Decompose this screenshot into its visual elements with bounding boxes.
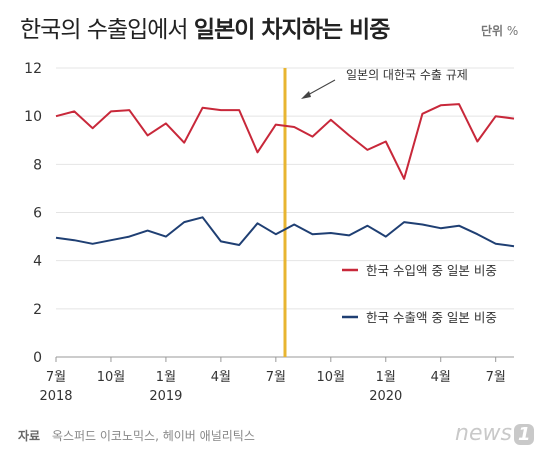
logo-badge: 1 <box>513 424 535 445</box>
event-marker: 일본의 대한국 수출 규제 <box>283 68 468 357</box>
logo-text: news <box>455 421 512 446</box>
y-tick-label: 10 <box>24 109 42 125</box>
source: 자료 옥스퍼드 이코노믹스, 헤이버 애널리틱스 <box>18 427 255 444</box>
y-tick-label: 8 <box>33 157 42 173</box>
news1-logo: news 1 <box>455 421 535 446</box>
series-lines <box>55 103 515 248</box>
y-axis-ticks: 0 2 4 6 8 10 12 <box>24 61 42 366</box>
source-label: 자료 <box>18 429 41 443</box>
source-text: 옥스퍼드 이코노믹스, 헤이버 애널리틱스 <box>51 429 255 443</box>
unit-label: 단위 % <box>481 22 518 39</box>
x-tick-label: 7월 <box>266 370 286 385</box>
x-tick-label: 1월 <box>156 370 176 385</box>
x-tick-label: 10월 <box>97 370 126 385</box>
legend-label: 한국 수출액 중 일본 비중 <box>366 310 497 325</box>
x-tick-label: 7월 <box>46 370 66 385</box>
unit-label-text: 단위 <box>481 24 504 38</box>
legend-label: 한국 수입액 중 일본 비중 <box>366 263 497 278</box>
x-tick-label: 7월 <box>486 370 506 385</box>
marker-label: 일본의 대한국 수출 규제 <box>346 68 468 82</box>
import-share-line <box>55 103 515 180</box>
x-tick-label: 4월 <box>431 370 451 385</box>
y-tick-label: 4 <box>33 254 42 270</box>
x-tick-label: 10월 <box>317 370 346 385</box>
y-tick-label: 2 <box>33 302 42 318</box>
export-share-line <box>55 216 515 248</box>
x-tick-label: 1월 <box>376 370 396 385</box>
title-emphasis: 일본이 차지하는 비중 <box>193 17 390 43</box>
title-prefix: 한국의 수출입에서 <box>20 17 189 43</box>
marker-arrow-head <box>301 91 311 99</box>
y-tick-label: 12 <box>24 61 42 77</box>
chart-title: 한국의 수출입에서 일본이 차지하는 비중 <box>20 10 390 44</box>
marker-arrow-line <box>305 79 336 97</box>
x-axis-ticks: 7월 2018 10월 1월 2019 4월 7월 10월 1월 2020 4월 7월 <box>39 357 506 404</box>
unit-value: % <box>506 24 519 38</box>
x-tick-label: 4월 <box>211 370 231 385</box>
x-tick-year: 2018 <box>39 389 72 404</box>
y-tick-label: 6 <box>33 206 42 222</box>
line-chart: 0 2 4 6 8 10 12 7월 2018 10월 1월 2019 4월 7월 10월 1월 2020 4월… <box>24 61 515 404</box>
x-tick-year: 2020 <box>369 389 402 404</box>
x-tick-year: 2019 <box>149 389 182 404</box>
y-tick-label: 0 <box>33 350 42 366</box>
